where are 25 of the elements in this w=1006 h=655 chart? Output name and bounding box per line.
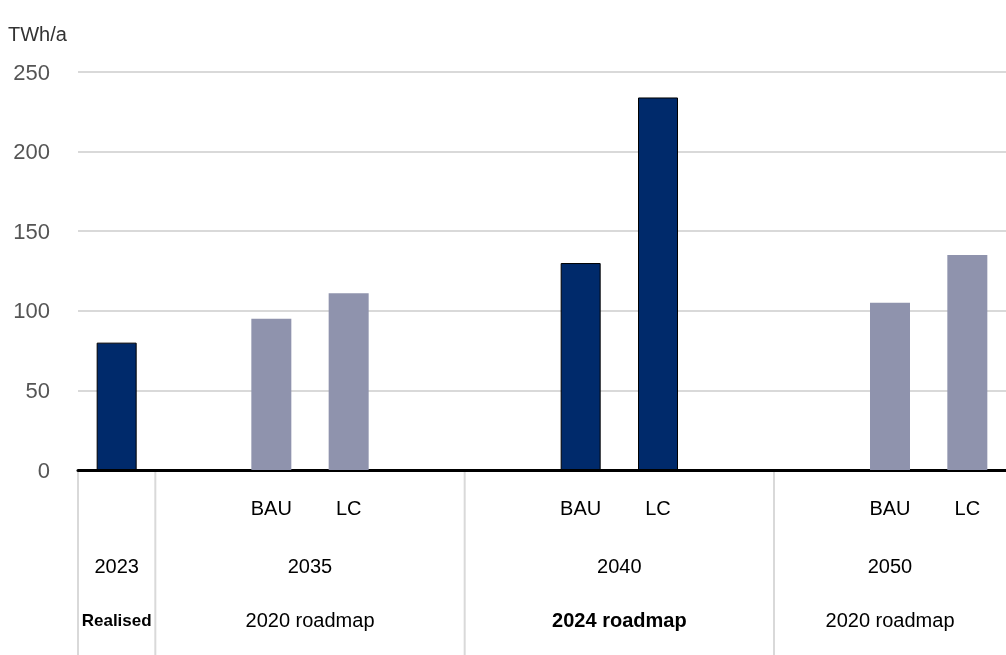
text: 2050 <box>867 555 913 577</box>
bar <box>870 302 910 470</box>
text: 2020 roadmap <box>245 609 375 631</box>
text: 2020 roadmap <box>825 609 955 631</box>
text: 2035 <box>287 555 333 577</box>
text: 2023 <box>94 555 139 577</box>
y-axis-title: TWh/a <box>8 23 68 45</box>
x-tick-label: LC <box>335 497 362 519</box>
y-tick-label: 200 <box>13 139 50 165</box>
x-tick-label: BAU <box>869 497 911 519</box>
text: 2040 <box>597 555 642 577</box>
text: 2024 roadmap <box>552 609 687 631</box>
y-tick-label: 150 <box>13 218 50 244</box>
bar <box>328 293 369 470</box>
y-tick-label: 0 <box>37 457 50 483</box>
x-tick-label: LC <box>645 497 671 519</box>
bar <box>251 318 292 470</box>
x-tick-label: LC <box>954 497 981 519</box>
bar <box>947 255 988 470</box>
y-tick-label: 100 <box>13 298 50 324</box>
text: Realised <box>81 610 152 630</box>
y-tick-label: 250 <box>13 59 50 85</box>
x-tick-label: BAU <box>250 497 292 519</box>
x-tick-label: BAU <box>560 497 602 519</box>
y-tick-label: 50 <box>25 377 50 403</box>
